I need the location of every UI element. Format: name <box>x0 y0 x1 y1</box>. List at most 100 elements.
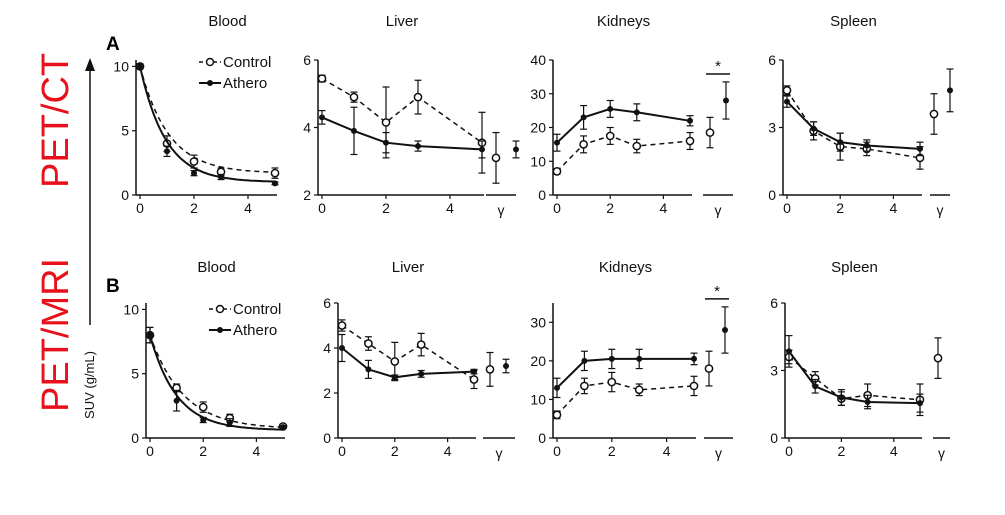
x-tick-label: 2 <box>606 200 614 216</box>
point-athero <box>365 366 372 373</box>
point-control <box>416 340 426 349</box>
y-tick-label: 0 <box>538 430 546 446</box>
y-tick-label: 0 <box>121 187 129 203</box>
y-tick-label: 2 <box>323 385 331 401</box>
point-athero <box>554 139 560 146</box>
point-athero <box>917 400 923 407</box>
point-control <box>552 167 562 176</box>
x-tick-label: 4 <box>663 443 671 459</box>
legend-athero-marker-b <box>217 327 223 333</box>
series-line-athero <box>788 350 921 405</box>
x-tick-label: 0 <box>146 443 154 459</box>
legend-athero-label-a: Athero <box>223 75 267 92</box>
point-athero <box>226 419 233 426</box>
y-tick-label: 30 <box>530 314 546 330</box>
gamma-point-athero <box>503 363 509 369</box>
point-control <box>198 402 208 412</box>
x-tick-label: 4 <box>253 443 261 459</box>
y-tick-label: 3 <box>770 363 778 379</box>
y-tick-label: 6 <box>768 52 776 68</box>
legend-control-marker-a <box>205 57 215 67</box>
series-line-athero <box>321 116 483 151</box>
gamma-label: γ <box>715 445 722 461</box>
point-athero <box>580 114 587 121</box>
point-control <box>685 136 695 146</box>
legend-athero-marker-a <box>207 80 213 86</box>
significance-star: * <box>714 283 720 300</box>
point-control <box>337 321 347 330</box>
point-control <box>634 385 644 395</box>
point-athero <box>164 148 170 155</box>
point-athero <box>554 384 560 391</box>
point-athero <box>581 357 588 364</box>
point-control <box>469 375 479 384</box>
point-athero <box>838 394 845 401</box>
series-line-control <box>321 77 483 144</box>
y-tick-label: 0 <box>770 430 778 446</box>
y-tick-label: 40 <box>530 52 546 68</box>
modality-label-petct: PET/CT <box>35 53 77 188</box>
point-athero <box>272 180 278 187</box>
x-tick-label: 4 <box>890 443 898 459</box>
chart-petmri-blood: Blood 0 2 4 0 5 10 <box>123 259 288 459</box>
x-tick-label: 4 <box>660 200 668 216</box>
point-athero <box>415 143 421 150</box>
point-control <box>317 74 327 83</box>
point-control <box>579 140 588 149</box>
series-line-athero <box>786 100 921 150</box>
point-athero <box>864 399 871 405</box>
gamma-point-athero <box>722 327 728 333</box>
chart-petct-spleen: Spleen 0 2 4 0 3 6 γ <box>768 13 954 218</box>
x-tick-label: 0 <box>785 443 793 459</box>
chart-petmri-liver: Liver 0 2 4 0 2 4 6 γ <box>323 259 515 461</box>
x-tick-label: 2 <box>382 200 390 216</box>
x-tick-label: 0 <box>318 200 326 216</box>
y-tick-label: 6 <box>323 295 331 311</box>
chart-title: Liver <box>392 259 425 276</box>
chart-title: Spleen <box>830 13 877 30</box>
x-tick-label: 0 <box>783 200 791 216</box>
y-tick-label: 5 <box>121 123 129 139</box>
point-control <box>189 157 199 166</box>
x-tick-label: 2 <box>836 200 844 216</box>
gamma-label: γ <box>496 445 503 461</box>
point-control <box>349 92 359 102</box>
series-line-athero <box>556 357 694 389</box>
x-tick-label: 0 <box>553 200 561 216</box>
gamma-point-control <box>485 365 495 374</box>
y-tick-label: 4 <box>303 120 311 136</box>
y-tick-label: 10 <box>530 153 546 169</box>
chart-title: Kidneys <box>599 259 652 276</box>
series-line-athero <box>556 107 691 144</box>
chart-title: Blood <box>208 13 246 30</box>
point-athero <box>191 170 197 177</box>
point-athero <box>418 370 425 377</box>
point-athero <box>687 117 693 124</box>
point-athero <box>837 139 844 146</box>
y-tick-label: 0 <box>131 430 139 446</box>
legend-athero-label-b: Athero <box>233 322 277 339</box>
y-tick-label: 5 <box>131 366 139 382</box>
modality-label-petmri: PET/MRI <box>35 258 77 412</box>
point-athero <box>917 145 923 152</box>
x-tick-label: 2 <box>608 443 616 459</box>
x-tick-label: 4 <box>444 443 452 459</box>
panel-letter-b: B <box>106 276 120 297</box>
point-athero <box>391 374 398 381</box>
point-athero <box>608 355 615 362</box>
point-athero <box>479 146 485 153</box>
legend-control-label-a: Control <box>223 54 271 71</box>
point-athero <box>319 114 325 121</box>
point-control <box>390 357 400 366</box>
x-tick-label: 0 <box>338 443 346 459</box>
x-tick-label: 4 <box>244 200 252 216</box>
x-tick-label: 4 <box>446 200 454 216</box>
point-control <box>605 131 615 141</box>
x-tick-label: 4 <box>890 200 898 216</box>
gamma-point-control <box>933 353 943 363</box>
fit-curve-control <box>149 334 284 429</box>
y-tick-label: 30 <box>530 86 546 102</box>
y-tick-label: 20 <box>530 353 546 369</box>
